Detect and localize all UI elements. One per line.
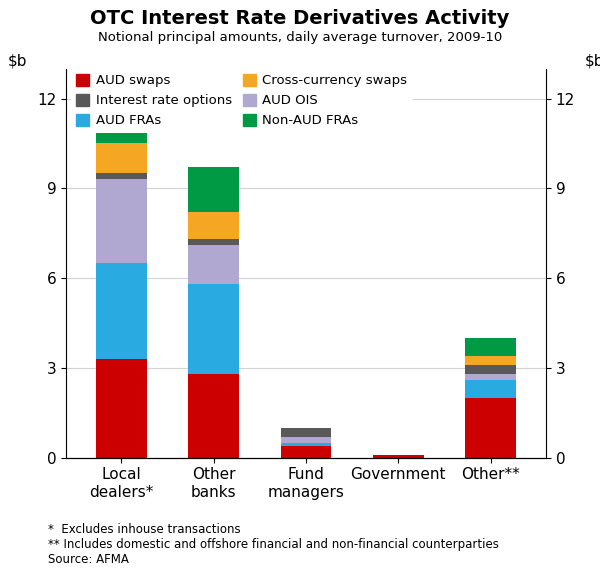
Text: *  Excludes inhouse transactions
** Includes domestic and offshore financial and: * Excludes inhouse transactions ** Inclu…	[48, 523, 499, 566]
Bar	[188, 168, 239, 212]
Bar	[96, 263, 147, 359]
Bar	[96, 144, 147, 173]
Bar	[465, 374, 516, 380]
Bar	[96, 173, 147, 180]
Bar	[188, 239, 239, 245]
Bar	[96, 117, 147, 144]
Text: $b: $b	[8, 54, 28, 69]
Legend: AUD swaps, Interest rate options, AUD FRAs, Cross-currency swaps, AUD OIS, Non-A: AUD swaps, Interest rate options, AUD FR…	[71, 69, 413, 133]
Bar	[96, 180, 147, 263]
Text: OTC Interest Rate Derivatives Activity: OTC Interest Rate Derivatives Activity	[91, 9, 509, 27]
Bar	[188, 245, 239, 284]
Bar	[281, 436, 331, 443]
Bar	[465, 356, 516, 365]
Bar	[281, 446, 331, 458]
Bar	[373, 455, 424, 458]
Bar	[281, 443, 331, 446]
Bar	[188, 374, 239, 458]
Bar	[281, 428, 331, 436]
Bar	[188, 284, 239, 374]
Text: $b: $b	[584, 54, 600, 69]
Bar	[465, 380, 516, 398]
Bar	[188, 212, 239, 239]
Bar	[465, 365, 516, 374]
Bar	[96, 359, 147, 458]
Bar	[465, 398, 516, 458]
Text: Notional principal amounts, daily average turnover, 2009-10: Notional principal amounts, daily averag…	[98, 31, 502, 45]
Bar	[465, 338, 516, 356]
